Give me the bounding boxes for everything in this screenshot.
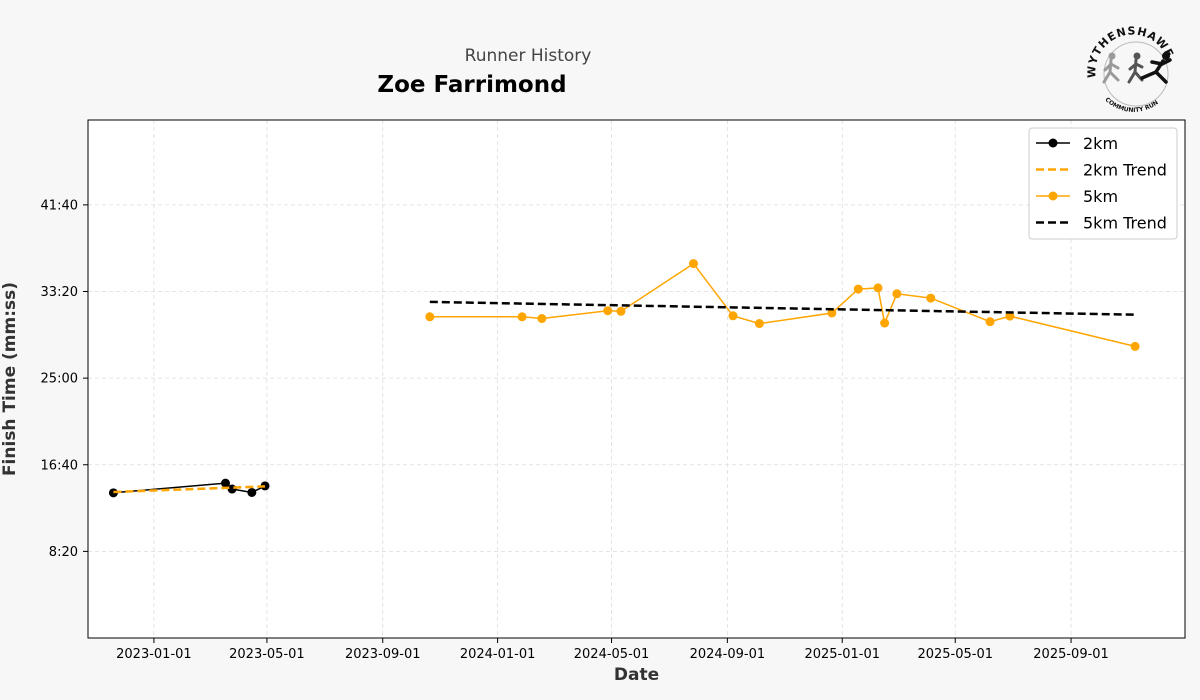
data-point-5km bbox=[892, 289, 902, 299]
data-point-5km bbox=[754, 319, 764, 329]
data-point-5km bbox=[1005, 311, 1015, 321]
data-point-2km bbox=[247, 487, 257, 497]
x-tick-label: 2025-05-01 bbox=[917, 647, 993, 662]
x-tick-label: 2023-05-01 bbox=[229, 647, 305, 662]
data-point-5km bbox=[517, 312, 527, 322]
y-tick-label: 33:20 bbox=[41, 285, 78, 300]
chart-title: Zoe Farrimond bbox=[377, 72, 567, 98]
plot-area bbox=[88, 120, 1185, 638]
legend-label-5km: 5km bbox=[1083, 187, 1118, 206]
x-tick-label: 2024-05-01 bbox=[574, 647, 650, 662]
x-tick-label: 2023-01-01 bbox=[116, 647, 192, 662]
data-point-5km bbox=[603, 306, 613, 316]
series-line-5km-trend bbox=[429, 300, 1136, 316]
x-tick-label: 2024-09-01 bbox=[690, 647, 766, 662]
club-logo: WYTHENSHAWE COMMUNITY RUN bbox=[1085, 25, 1175, 114]
logo-bottom-text: COMMUNITY RUN bbox=[1104, 96, 1160, 114]
y-tick-label: 25:00 bbox=[41, 372, 78, 387]
legend-marker-2km bbox=[1048, 138, 1058, 148]
runner-figure-light bbox=[1102, 52, 1120, 84]
data-point-5km bbox=[880, 318, 890, 328]
chart-supertitle: Runner History bbox=[464, 46, 592, 66]
data-point-5km bbox=[537, 314, 547, 324]
data-point-5km bbox=[688, 259, 698, 269]
y-tick-label: 41:40 bbox=[41, 198, 78, 213]
data-point-5km bbox=[827, 308, 837, 318]
data-point-2km bbox=[260, 481, 270, 491]
y-tick-label: 8:20 bbox=[49, 545, 78, 560]
x-tick-label: 2025-09-01 bbox=[1033, 647, 1109, 662]
data-point-5km bbox=[616, 306, 626, 316]
data-point-5km bbox=[1130, 341, 1140, 351]
legend-marker-5km bbox=[1048, 191, 1058, 201]
x-axis-label: Date bbox=[613, 665, 660, 685]
data-point-5km bbox=[425, 312, 435, 322]
legend-box bbox=[1028, 127, 1178, 240]
data-point-5km bbox=[985, 317, 995, 327]
x-tick-label: 2025-01-01 bbox=[804, 647, 880, 662]
axes: 2023-01-01 2023-05-01 2023-09-01 2024-01-01… bbox=[41, 198, 1109, 662]
plot-frame bbox=[87, 119, 1186, 639]
legend-label-5km-trend: 5km Trend bbox=[1083, 214, 1167, 233]
data-point-5km bbox=[853, 284, 863, 294]
data-point-2km bbox=[227, 484, 237, 494]
x-tick-label: 2023-09-01 bbox=[345, 647, 421, 662]
x-tick-label: 2024-01-01 bbox=[460, 647, 536, 662]
data-point-2km bbox=[108, 488, 118, 498]
data-point-5km bbox=[873, 283, 883, 293]
series-line-2km-trend bbox=[113, 485, 266, 494]
data-point-5km bbox=[728, 311, 738, 321]
legend: 2km 2km Trend 5km 5km Trend bbox=[1028, 127, 1178, 240]
runner-figure-mid bbox=[1127, 52, 1144, 84]
y-tick-label: 16:40 bbox=[41, 458, 78, 473]
runner-figure-dark bbox=[1140, 52, 1172, 84]
legend-label-2km: 2km bbox=[1083, 134, 1118, 153]
data-point-5km bbox=[926, 293, 936, 303]
series-group bbox=[108, 259, 1140, 498]
grid bbox=[88, 120, 1185, 638]
svg-text:COMMUNITY RUN: COMMUNITY RUN bbox=[1104, 96, 1160, 114]
data-point-2km bbox=[220, 478, 230, 488]
legend-label-2km-trend: 2km Trend bbox=[1083, 161, 1167, 180]
